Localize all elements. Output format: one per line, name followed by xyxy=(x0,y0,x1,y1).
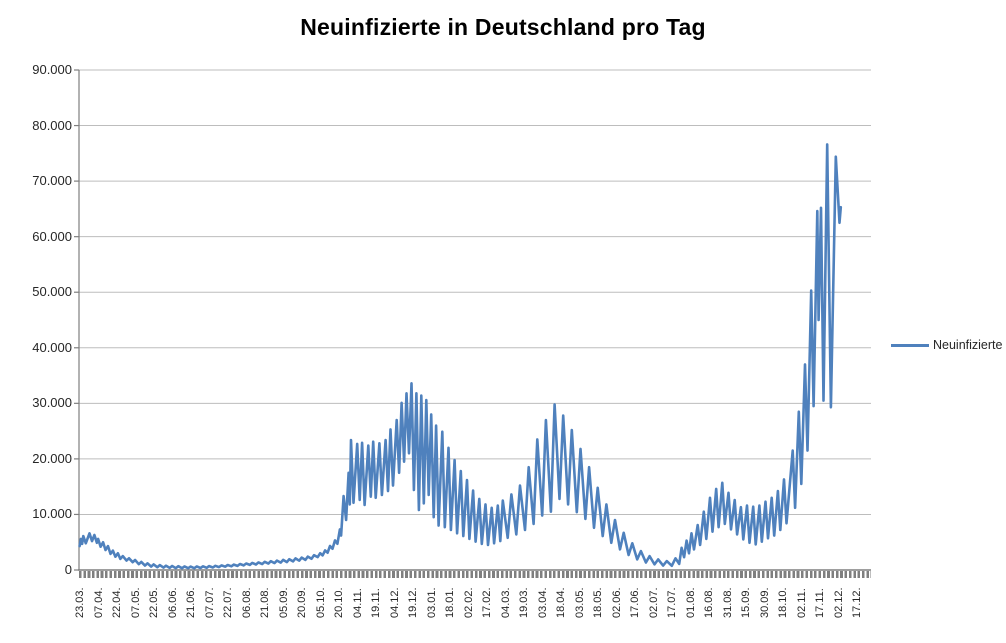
x-axis-tick-label: 07.05. xyxy=(129,587,142,618)
y-axis-tick-label: 20.000 xyxy=(32,450,72,466)
x-axis-tick-label: 07.07. xyxy=(203,587,216,618)
x-axis-tick-label: 02.02. xyxy=(462,587,475,618)
series-line xyxy=(78,143,843,570)
x-axis-tick-label: 02.07. xyxy=(647,587,660,618)
x-axis-tick-label: 22.05. xyxy=(148,587,161,618)
x-axis-tick-label: 20.10. xyxy=(333,587,346,618)
x-axis-tick-label: 15.09. xyxy=(740,587,753,618)
x-axis-tick-label: 04.03. xyxy=(499,587,512,618)
x-axis-tick-label: 17.02. xyxy=(481,587,494,618)
x-axis-tick-label: 07.04. xyxy=(92,587,105,618)
legend-label: Neuinfizierte xyxy=(933,338,1003,352)
y-axis-tick-label: 90.000 xyxy=(32,62,72,77)
y-axis-tick-label: 30.000 xyxy=(32,395,72,411)
x-axis-tick-label: 01.08. xyxy=(684,587,697,618)
y-axis-tick-label: 10.000 xyxy=(32,506,72,522)
x-axis-tick-label: 20.09. xyxy=(296,587,309,618)
x-axis-tick-label: 19.03. xyxy=(518,587,531,618)
x-axis-tick-label: 17.07. xyxy=(666,587,679,618)
x-axis-tick-label: 17.12. xyxy=(851,587,864,618)
x-axis-tick-label: 03.05. xyxy=(573,587,586,618)
x-axis-tick-label: 21.06. xyxy=(185,587,198,618)
x-axis-tick-label: 18.01. xyxy=(444,587,457,618)
y-axis-tick-label: 40.000 xyxy=(32,339,72,355)
y-axis-tick-label: 80.000 xyxy=(32,117,72,133)
x-axis-tick-label: 04.12. xyxy=(388,587,401,618)
x-axis-tick-label: 31.08. xyxy=(721,587,734,618)
x-axis-tick-label: 21.08. xyxy=(259,587,272,618)
x-axis-tick-label: 16.08. xyxy=(703,587,716,618)
legend-line-marker-icon xyxy=(891,343,929,347)
y-axis-tick-label: 0 xyxy=(64,562,72,577)
x-axis-tick-label: 19.12. xyxy=(407,587,420,618)
x-axis-tick-label: 18.05. xyxy=(592,587,605,618)
x-axis-tick-label: 17.11. xyxy=(814,588,827,618)
x-axis-tick-label: 22.07. xyxy=(222,587,235,618)
x-axis-tick-label: 05.10. xyxy=(314,587,327,618)
x-axis-tick-label: 18.10. xyxy=(777,587,790,618)
x-axis-tick-label: 06.08. xyxy=(240,587,253,618)
x-axis-tick-label: 06.06. xyxy=(166,587,179,618)
x-axis-tick-label: 19.11. xyxy=(370,588,383,618)
x-axis-tick-label: 30.09. xyxy=(758,587,771,618)
x-axis-tick-label: 17.06. xyxy=(629,587,642,618)
y-axis-tick-label: 70.000 xyxy=(32,173,72,189)
x-axis-tick-label: 05.09. xyxy=(277,587,290,618)
x-axis-tick-label: 03.04. xyxy=(536,587,549,618)
x-axis-tick-label: 02.12. xyxy=(832,587,845,618)
x-axis-tick-label: 03.01. xyxy=(425,587,438,618)
x-axis-tick-label: 02.06. xyxy=(610,587,623,618)
x-axis-tick-label: 22.04. xyxy=(111,587,124,618)
x-axis-tick-label: 02.11. xyxy=(795,588,808,618)
y-axis-tick-label: 60.000 xyxy=(32,228,72,244)
legend: Neuinfizierte xyxy=(891,337,1002,353)
x-axis-tick-label: 23.03. xyxy=(74,587,87,618)
x-axis-tick-marks xyxy=(79,571,871,578)
chart-title: Neuinfizierte in Deutschland pro Tag xyxy=(300,14,706,40)
y-axis-tick-label: 50.000 xyxy=(32,284,72,300)
x-axis-tick-label: 04.11. xyxy=(351,588,364,618)
x-axis-tick-label: 18.04. xyxy=(555,587,568,618)
